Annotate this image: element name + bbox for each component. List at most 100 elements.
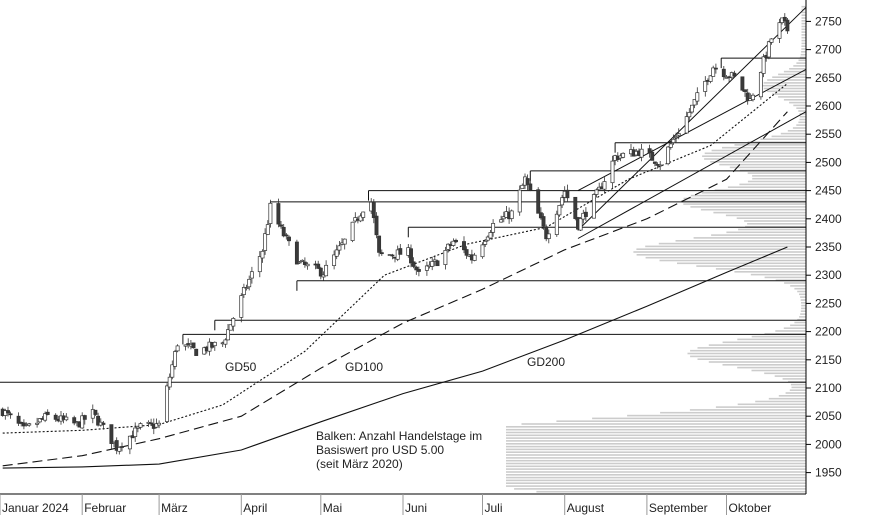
candle-body <box>443 250 448 265</box>
volume-bar <box>783 99 806 101</box>
ma-line-gd200 <box>2 246 788 469</box>
candle-body <box>674 136 679 139</box>
volume-bar <box>506 434 806 437</box>
volume-bar <box>506 474 806 476</box>
volume-bar <box>702 155 806 157</box>
candle-body <box>525 178 530 185</box>
volume-bar <box>778 96 806 98</box>
candle-body <box>416 269 421 272</box>
volume-bar <box>745 225 806 228</box>
volume-bar <box>658 242 806 245</box>
candle-body <box>191 342 196 349</box>
volume-bar <box>506 465 806 468</box>
volume-bar <box>787 130 806 132</box>
volume-bar <box>729 166 806 169</box>
candle-body <box>8 413 13 416</box>
volume-bar <box>801 51 806 53</box>
candle-body <box>435 260 440 267</box>
x-tick-label: März <box>161 501 188 515</box>
ma-line-gd100 <box>2 111 788 467</box>
volume-bar <box>506 485 806 487</box>
candle-body <box>276 203 281 225</box>
moving-averages <box>2 83 788 469</box>
candle-body <box>165 385 169 422</box>
candle-body <box>231 318 236 327</box>
candle-body <box>751 94 755 101</box>
volume-bar <box>747 223 806 225</box>
volume-bar <box>796 62 806 64</box>
volume-bar <box>722 364 806 366</box>
volume-bar <box>794 321 806 324</box>
volume-bar <box>801 28 806 31</box>
candle-body <box>610 160 615 184</box>
candle-body <box>411 261 416 267</box>
candle-body <box>302 261 307 265</box>
volume-bar <box>764 276 806 279</box>
volume-bar <box>801 22 806 25</box>
candle-body <box>316 263 321 269</box>
volume-bar <box>794 287 806 290</box>
x-tick-label: April <box>243 501 267 515</box>
volume-bar <box>680 200 806 203</box>
volume-bar <box>704 158 806 160</box>
candle-body <box>279 224 283 227</box>
y-tick-label: 2300 <box>815 268 842 282</box>
x-tick-label: Januar 2024 <box>2 501 69 515</box>
volume-bar <box>801 17 806 19</box>
volume-bar <box>751 369 806 372</box>
volume-bar <box>799 118 806 121</box>
candle-body <box>546 233 551 239</box>
candle-body <box>560 197 565 206</box>
volume-bar <box>506 457 806 459</box>
candle-body <box>350 221 355 241</box>
volume-bar <box>801 45 806 47</box>
candle-body <box>64 416 69 421</box>
volume-bar <box>798 121 806 124</box>
volume-bar <box>713 211 806 214</box>
volume-bar <box>700 208 806 211</box>
volume-bar <box>775 330 806 332</box>
volume-bar <box>737 338 806 341</box>
y-tick-label: 2700 <box>815 43 842 57</box>
volume-bar <box>659 259 806 262</box>
volume-bar <box>725 214 806 217</box>
x-tick-label: Februar <box>84 501 126 515</box>
volume-bar <box>506 440 806 442</box>
volume-bar <box>506 462 806 465</box>
volume-bar <box>506 471 806 473</box>
candle-body <box>260 250 265 259</box>
candle-body <box>318 267 323 277</box>
candle-body <box>777 22 782 39</box>
volume-bar <box>800 53 806 56</box>
candle-body <box>708 75 713 82</box>
volume-profile <box>506 5 806 493</box>
volume-bar <box>772 93 806 95</box>
candle-body <box>785 19 790 32</box>
volume-bar <box>506 482 806 484</box>
candle-body <box>538 212 543 219</box>
candle-body <box>684 116 689 134</box>
y-tick-label: 2750 <box>815 14 842 28</box>
candle-body <box>377 235 382 253</box>
candle-body <box>451 240 456 246</box>
candle-body <box>594 189 599 195</box>
candle-body <box>557 205 562 216</box>
volume-bar <box>801 36 806 39</box>
candle-body <box>342 238 347 245</box>
candle-body <box>133 427 138 437</box>
candle-body <box>281 226 286 237</box>
volume-bar <box>711 149 806 152</box>
candle-body <box>650 151 655 161</box>
volume-bar <box>778 73 806 76</box>
candle-body <box>257 256 262 273</box>
volume-bar <box>755 400 806 403</box>
candle-body <box>745 92 750 102</box>
volume-bar <box>715 268 806 270</box>
candle-body <box>743 89 747 92</box>
candle-body <box>676 133 681 136</box>
volume-bar <box>747 180 806 183</box>
candle-body <box>464 249 469 256</box>
volume-bar <box>738 228 806 231</box>
y-tick-label: 2000 <box>815 437 842 451</box>
volume-bar <box>801 31 806 33</box>
